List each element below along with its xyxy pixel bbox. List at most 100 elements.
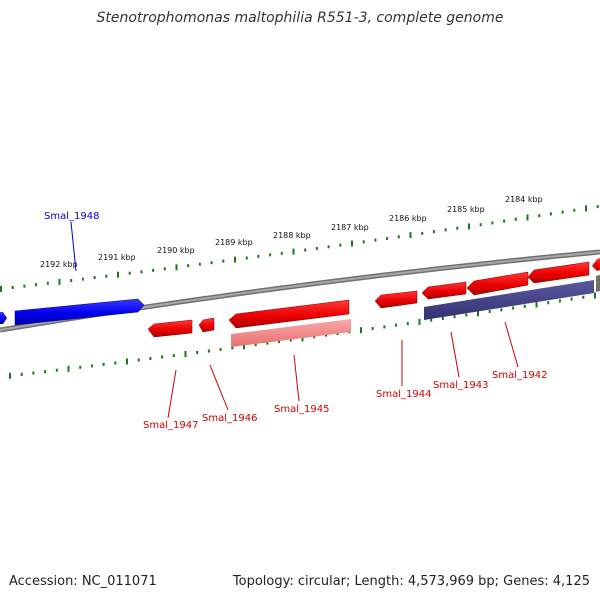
gene-label-Smal_1948[interactable]: Smal_1948 [44, 211, 99, 222]
gene-label-Smal_1946[interactable]: Smal_1946 [202, 413, 257, 424]
minor-tick [70, 279, 73, 282]
minor-tick [102, 362, 105, 366]
hit-bar [424, 280, 594, 320]
gene-arrow-Smal_1947[interactable] [147, 319, 193, 338]
minor-tick [137, 358, 140, 362]
major-tick [243, 343, 245, 350]
minor-tick [90, 364, 93, 368]
major-tick [126, 358, 128, 365]
minor-tick [383, 325, 386, 329]
minor-tick [140, 270, 143, 274]
kbp-label: 2187 kbp [331, 223, 369, 232]
minor-tick [406, 322, 409, 326]
gene-arrow-partial[interactable] [0, 312, 7, 324]
leader-line-Smal_1948 [70, 221, 77, 272]
kbp-label: 2192 kbp [40, 260, 78, 269]
gene-arrow-right-1[interactable] [527, 261, 590, 284]
minor-tick [254, 343, 257, 347]
minor-tick [198, 262, 201, 266]
kbp-label: 2186 kbp [389, 214, 427, 223]
gene-label-Smal_1944[interactable]: Smal_1944 [376, 389, 431, 400]
minor-tick [558, 299, 561, 303]
minor-tick [395, 323, 398, 327]
major-tick [594, 292, 596, 299]
leader-line-Smal_1945 [293, 354, 300, 402]
minor-tick [561, 210, 564, 214]
minor-tick [280, 251, 283, 255]
major-tick [301, 335, 304, 342]
major-tick [9, 372, 11, 379]
gene-arrow-Smal_1942[interactable] [466, 271, 529, 296]
minor-tick [500, 308, 503, 312]
gene-label-Smal_1947[interactable]: Smal_1947 [143, 420, 198, 431]
genome-summary-text: Topology: circular; Length: 4,573,969 bp… [232, 574, 590, 589]
gene-arrow-Smal_1944[interactable] [374, 290, 418, 309]
gene-bar-Smal_1945-faded [231, 319, 351, 347]
minor-tick [105, 274, 108, 278]
minor-tick [187, 264, 190, 268]
major-tick [175, 264, 178, 271]
minor-tick [315, 246, 318, 250]
minor-tick [573, 208, 576, 212]
major-tick [526, 214, 529, 221]
major-tick [351, 240, 353, 247]
major-tick [468, 223, 470, 230]
minor-tick [503, 219, 506, 223]
genome-backbone-end [596, 275, 600, 292]
minor-tick [453, 315, 456, 319]
major-tick [67, 365, 70, 372]
minor-tick [44, 370, 47, 374]
minor-tick [441, 317, 444, 320]
minor-tick [582, 295, 585, 299]
gene-label-Smal_1945[interactable]: Smal_1945 [274, 404, 329, 415]
kbp-label: 2191 kbp [98, 253, 136, 262]
minor-tick [269, 253, 272, 257]
minor-tick [339, 243, 342, 247]
minor-tick [245, 256, 248, 260]
gene-arrow-Smal_1946[interactable] [198, 317, 215, 333]
kbp-label: 2190 kbp [157, 246, 195, 255]
minor-tick [210, 261, 213, 265]
minor-tick [549, 212, 552, 216]
gene-label-Smal_1943[interactable]: Smal_1943 [433, 380, 488, 391]
minor-tick [79, 365, 82, 369]
leader-line-Smal_1942 [504, 321, 519, 368]
minor-tick [465, 313, 468, 317]
major-tick [292, 248, 295, 255]
gene-arrow-right-2[interactable] [592, 258, 600, 271]
major-tick [535, 301, 538, 308]
minor-tick [313, 335, 316, 339]
kbp-label: 2185 kbp [447, 205, 485, 214]
minor-tick [538, 214, 541, 218]
minor-tick [327, 245, 330, 249]
minor-tick [491, 221, 494, 225]
gene-arrow-Smal_1948[interactable] [14, 298, 145, 326]
minor-tick [278, 340, 281, 344]
gene-arrow-Smal_1943[interactable] [421, 281, 467, 300]
upper-tick-row [0, 205, 599, 292]
gene-arrow-Smal_1945[interactable] [228, 299, 350, 329]
minor-tick [514, 217, 517, 221]
kbp-scale: 2192 kbp 2191 kbp 2190 kbp 2189 kbp 2188… [40, 195, 543, 269]
minor-tick [362, 240, 365, 244]
major-tick [58, 278, 61, 285]
minor-tick [304, 248, 307, 252]
leader-line-Smal_1947 [167, 369, 177, 419]
minor-tick [207, 349, 210, 353]
minor-tick [20, 372, 23, 376]
major-tick [477, 310, 479, 317]
kbp-label: 2188 kbp [273, 231, 311, 240]
minor-tick [547, 301, 550, 305]
leader-line-Smal_1943 [450, 331, 460, 378]
minor-tick [421, 231, 424, 235]
gene-label-Smal_1942[interactable]: Smal_1942 [492, 370, 547, 381]
minor-tick [219, 347, 222, 351]
minor-tick [149, 357, 152, 360]
minor-tick [456, 226, 459, 230]
minor-tick [523, 304, 526, 308]
major-tick [184, 351, 187, 357]
major-tick [0, 285, 2, 292]
map-title: Stenotrophomonas maltophilia R551-3, com… [96, 10, 504, 26]
accession-text: Accession: NC_011071 [9, 574, 157, 589]
